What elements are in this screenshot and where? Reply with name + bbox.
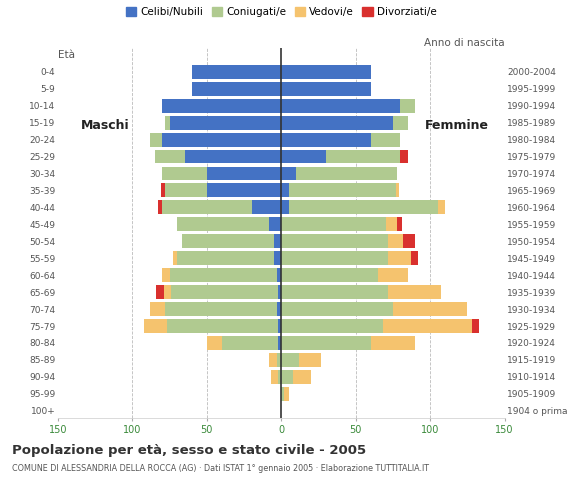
Bar [284,387,289,401]
Bar [150,132,162,146]
Bar [165,302,277,316]
Bar [281,82,371,96]
Bar [269,217,281,231]
Bar [274,251,281,265]
Bar [184,150,281,164]
Bar [393,116,408,130]
Bar [386,217,397,231]
Bar [281,336,371,350]
Bar [177,251,274,265]
Bar [281,116,393,130]
Bar [281,150,326,164]
Bar [278,336,281,350]
Bar [277,302,281,316]
Bar [278,370,281,384]
Bar [281,319,383,333]
Bar [161,183,165,197]
Bar [150,302,165,316]
Bar [281,387,284,401]
Bar [326,150,400,164]
Bar [281,268,378,282]
Bar [158,201,162,215]
Bar [383,319,472,333]
Bar [156,285,164,299]
Bar [165,183,207,197]
Text: Femmine: Femmine [425,120,489,132]
Bar [397,217,402,231]
Bar [281,234,389,248]
Bar [281,201,289,215]
Bar [281,353,299,367]
Bar [281,183,289,197]
Bar [296,167,397,180]
Bar [173,251,177,265]
Bar [277,268,281,282]
Bar [281,132,371,146]
Bar [177,217,269,231]
Bar [472,319,479,333]
Bar [162,201,252,215]
Bar [393,302,467,316]
Bar [271,370,278,384]
Bar [169,268,277,282]
Text: Popolazione per età, sesso e stato civile - 2005: Popolazione per età, sesso e stato civil… [12,444,366,456]
Bar [192,65,281,79]
Bar [166,319,278,333]
Bar [371,336,415,350]
Bar [281,251,389,265]
Bar [169,116,281,130]
Bar [389,251,411,265]
Bar [207,167,281,180]
Bar [378,268,408,282]
Bar [252,201,281,215]
Bar [281,167,296,180]
Bar [281,302,393,316]
Bar [389,234,403,248]
Bar [182,234,274,248]
Bar [371,132,400,146]
Bar [162,99,281,113]
Bar [171,285,278,299]
Bar [403,234,415,248]
Text: Età: Età [58,50,75,60]
Bar [207,183,281,197]
Bar [192,82,281,96]
Text: Maschi: Maschi [81,120,130,132]
Bar [281,99,400,113]
Bar [281,285,389,299]
Bar [281,65,371,79]
Bar [278,319,281,333]
Bar [281,370,293,384]
Bar [396,183,399,197]
Bar [164,285,171,299]
Bar [162,132,281,146]
Bar [162,268,169,282]
Bar [278,285,281,299]
Text: COMUNE DI ALESSANDRIA DELLA ROCCA (AG) · Dati ISTAT 1° gennaio 2005 · Elaborazio: COMUNE DI ALESSANDRIA DELLA ROCCA (AG) ·… [12,464,429,473]
Bar [289,201,438,215]
Bar [222,336,278,350]
Bar [400,99,415,113]
Bar [277,353,281,367]
Bar [144,319,166,333]
Bar [281,217,386,231]
Bar [411,251,418,265]
Bar [389,285,441,299]
Bar [400,150,408,164]
Bar [438,201,445,215]
Bar [207,336,222,350]
Bar [162,167,207,180]
Bar [299,353,321,367]
Bar [269,353,277,367]
Text: Anno di nascita: Anno di nascita [424,38,505,48]
Bar [155,150,184,164]
Bar [293,370,311,384]
Bar [289,183,396,197]
Bar [165,116,169,130]
Bar [274,234,281,248]
Legend: Celibi/Nubili, Coniugati/e, Vedovi/e, Divorziati/e: Celibi/Nubili, Coniugati/e, Vedovi/e, Di… [124,5,438,19]
